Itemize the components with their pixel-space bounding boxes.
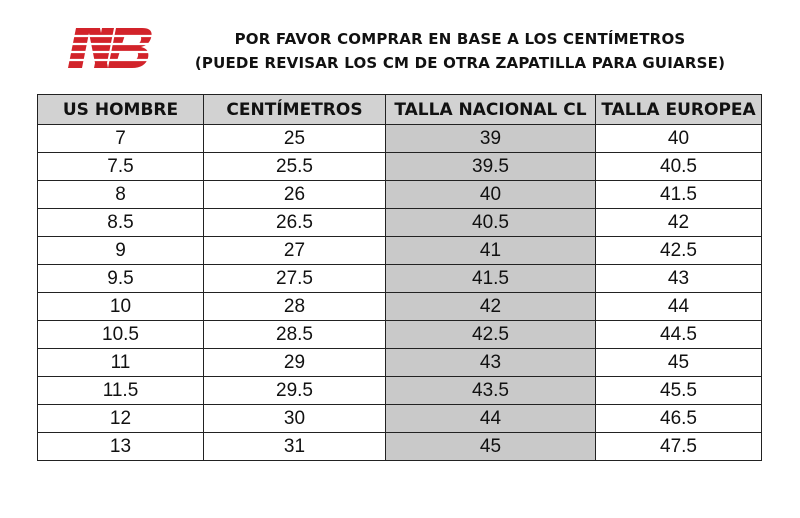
cell-european-size: 41.5 xyxy=(595,180,762,209)
cell-us-men: 11.5 xyxy=(37,376,204,405)
column-header-national-size-cl: TALLA NACIONAL CL xyxy=(385,94,596,125)
table-row: 9.5 27.5 41.5 43 xyxy=(37,264,762,293)
cell-national-size-cl: 39.5 xyxy=(385,152,596,181)
cell-european-size: 44 xyxy=(595,292,762,321)
cell-centimeters: 30 xyxy=(203,404,386,433)
cell-european-size: 42.5 xyxy=(595,236,762,265)
table-row: 7.5 25.5 39.5 40.5 xyxy=(37,152,762,181)
cell-national-size-cl: 45 xyxy=(385,432,596,461)
cell-national-size-cl: 42 xyxy=(385,292,596,321)
cell-us-men: 7.5 xyxy=(37,152,204,181)
new-balance-logo xyxy=(62,28,156,68)
cell-national-size-cl: 39 xyxy=(385,124,596,153)
table-header-row: US HOMBRE CENTÍMETROS TALLA NACIONAL CL … xyxy=(37,94,762,125)
cell-centimeters: 27.5 xyxy=(203,264,386,293)
cell-us-men: 9.5 xyxy=(37,264,204,293)
cell-centimeters: 28.5 xyxy=(203,320,386,349)
cell-us-men: 8.5 xyxy=(37,208,204,237)
instruction-subheading: (PUEDE REVISAR LOS CM DE OTRA ZAPATILLA … xyxy=(194,54,726,72)
cell-centimeters: 28 xyxy=(203,292,386,321)
cell-centimeters: 25.5 xyxy=(203,152,386,181)
table-row: 8 26 40 41.5 xyxy=(37,180,762,209)
cell-european-size: 44.5 xyxy=(595,320,762,349)
cell-european-size: 47.5 xyxy=(595,432,762,461)
table-row: 8.5 26.5 40.5 42 xyxy=(37,208,762,237)
cell-us-men: 10.5 xyxy=(37,320,204,349)
table-row: 10 28 42 44 xyxy=(37,292,762,321)
cell-us-men: 13 xyxy=(37,432,204,461)
table-row: 12 30 44 46.5 xyxy=(37,404,762,433)
cell-us-men: 11 xyxy=(37,348,204,377)
cell-european-size: 45 xyxy=(595,348,762,377)
cell-us-men: 7 xyxy=(37,124,204,153)
cell-european-size: 43 xyxy=(595,264,762,293)
cell-us-men: 12 xyxy=(37,404,204,433)
cell-centimeters: 26.5 xyxy=(203,208,386,237)
cell-national-size-cl: 43.5 xyxy=(385,376,596,405)
cell-european-size: 45.5 xyxy=(595,376,762,405)
cell-centimeters: 26 xyxy=(203,180,386,209)
column-header-centimeters: CENTÍMETROS xyxy=(203,94,386,125)
cell-centimeters: 27 xyxy=(203,236,386,265)
cell-us-men: 9 xyxy=(37,236,204,265)
table-row: 13 31 45 47.5 xyxy=(37,432,762,461)
cell-centimeters: 29.5 xyxy=(203,376,386,405)
cell-centimeters: 25 xyxy=(203,124,386,153)
table-row: 10.5 28.5 42.5 44.5 xyxy=(37,320,762,349)
cell-us-men: 8 xyxy=(37,180,204,209)
table-row: 11.5 29.5 43.5 45.5 xyxy=(37,376,762,405)
cell-european-size: 40.5 xyxy=(595,152,762,181)
cell-national-size-cl: 42.5 xyxy=(385,320,596,349)
instruction-heading: POR FAVOR COMPRAR EN BASE A LOS CENTÍMET… xyxy=(234,30,686,48)
cell-national-size-cl: 44 xyxy=(385,404,596,433)
column-header-us-men: US HOMBRE xyxy=(37,94,204,125)
cell-us-men: 10 xyxy=(37,292,204,321)
cell-national-size-cl: 40.5 xyxy=(385,208,596,237)
cell-centimeters: 31 xyxy=(203,432,386,461)
cell-national-size-cl: 41.5 xyxy=(385,264,596,293)
cell-national-size-cl: 43 xyxy=(385,348,596,377)
cell-centimeters: 29 xyxy=(203,348,386,377)
size-conversion-table: US HOMBRE CENTÍMETROS TALLA NACIONAL CL … xyxy=(37,94,762,461)
cell-national-size-cl: 40 xyxy=(385,180,596,209)
cell-european-size: 40 xyxy=(595,124,762,153)
cell-european-size: 46.5 xyxy=(595,404,762,433)
column-header-european-size: TALLA EUROPEA xyxy=(595,94,762,125)
table-row: 9 27 41 42.5 xyxy=(37,236,762,265)
cell-national-size-cl: 41 xyxy=(385,236,596,265)
table-row: 7 25 39 40 xyxy=(37,124,762,153)
cell-european-size: 42 xyxy=(595,208,762,237)
table-row: 11 29 43 45 xyxy=(37,348,762,377)
